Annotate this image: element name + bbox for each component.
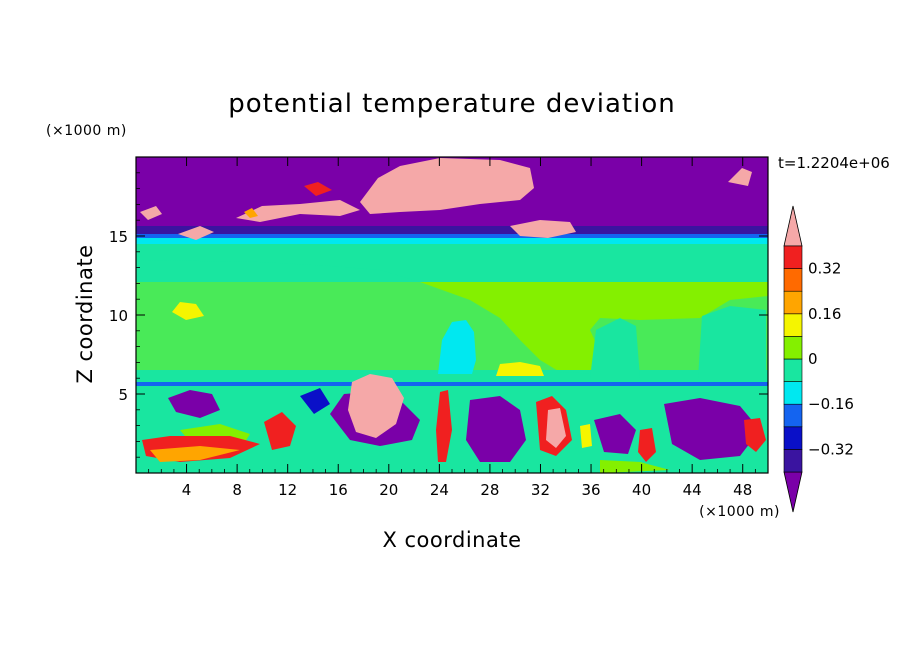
y-axis-unit: (×1000 m): [46, 123, 127, 139]
x-tick-label: 32: [531, 481, 550, 499]
field-pink-cloud-far-right: [728, 168, 752, 186]
x-tick-label: 8: [232, 481, 242, 499]
field-orange-specks: [244, 208, 258, 218]
field-lower-red-right2: [744, 418, 766, 452]
field-cyan-plume: [438, 320, 476, 374]
field-lower-darkblue: [300, 388, 330, 414]
field-lower-layer: [136, 386, 768, 473]
colorbar-box: [783, 449, 803, 473]
y-tick-label: 15: [109, 228, 128, 246]
field-lower-orange-left: [150, 446, 240, 462]
field-pink-small-left: [140, 206, 162, 220]
y-axis-ticks: 5 10 15: [109, 172, 768, 458]
x-tick-label: 28: [480, 481, 499, 499]
colorbar: 0.32 0.16 0 −0.16 −0.32: [783, 205, 854, 513]
colorbar-box: [783, 381, 803, 405]
x-axis-unit: (×1000 m): [699, 504, 780, 520]
time-label: t=1.2204e+06: [778, 154, 890, 172]
field-pink-cloud-left: [236, 200, 360, 222]
x-tick-label: 36: [581, 481, 600, 499]
field-pink-cloud-main: [360, 158, 534, 214]
contour-field: [136, 157, 768, 473]
colorbar-upper-extension: [783, 205, 803, 247]
field-pink-small-left2: [178, 226, 214, 240]
x-tick-label: 20: [379, 481, 398, 499]
x-axis-label: X coordinate: [382, 528, 521, 552]
y-axis-label: Z coordinate: [73, 244, 97, 383]
y-tick-label: 5: [118, 386, 128, 404]
colorbar-box: [783, 268, 803, 292]
field-lower-red-mid: [264, 412, 296, 450]
x-axis-ticks: 4 8 12 16 20 24 28 32 36 40 44 48: [148, 157, 756, 499]
field-lower-red-plume: [436, 390, 452, 462]
field-yellow-dots: [172, 302, 204, 320]
colorbar-box: [783, 245, 803, 269]
field-red-specks: [304, 182, 332, 196]
x-tick-label: 16: [329, 481, 348, 499]
field-lower-purple-center: [466, 396, 526, 462]
field-mid-cyan-edge: [136, 238, 768, 244]
field-pink-cloud-right: [510, 220, 576, 238]
field-boundary-blue: [136, 382, 768, 386]
colorbar-lower-extension: [783, 471, 803, 513]
field-teal-patch-far-right: [698, 306, 766, 378]
field-lower-pink-thermal: [348, 374, 404, 438]
field-lower-purple-left: [168, 390, 220, 418]
field-lower-purple-right: [664, 398, 760, 460]
field-teal-patch-right: [590, 318, 640, 378]
x-tick-label: 48: [733, 481, 752, 499]
colorbar-tick-label: −0.32: [808, 440, 854, 458]
field-lower-red-right: [638, 428, 656, 462]
y-tick-label: 10: [109, 307, 128, 325]
colorbar-tick-label: −0.16: [808, 395, 854, 413]
colorbar-box: [783, 358, 803, 382]
x-tick-label: 44: [683, 481, 702, 499]
field-lower-pink-plume: [546, 408, 566, 448]
field-lower-green-right: [600, 460, 670, 473]
colorbar-tick-label: 0.16: [808, 305, 841, 323]
colorbar-box: [783, 336, 803, 360]
x-tick-label: 4: [182, 481, 192, 499]
x-tick-label: 24: [430, 481, 449, 499]
colorbar-box: [783, 290, 803, 315]
chart-title: potential temperature deviation: [228, 89, 675, 119]
field-lower-yellow-right: [580, 424, 592, 448]
x-tick-label: 40: [632, 481, 651, 499]
field-yellow-blob: [496, 362, 544, 376]
x-tick-label: 12: [278, 481, 297, 499]
colorbar-box: [783, 313, 803, 337]
colorbar-box: [783, 426, 803, 450]
field-lower-purple-right2: [594, 414, 636, 454]
colorbar-box: [783, 403, 803, 428]
colorbar-tick-label: 0.32: [808, 260, 841, 278]
colorbar-tick-label: 0: [808, 350, 818, 368]
